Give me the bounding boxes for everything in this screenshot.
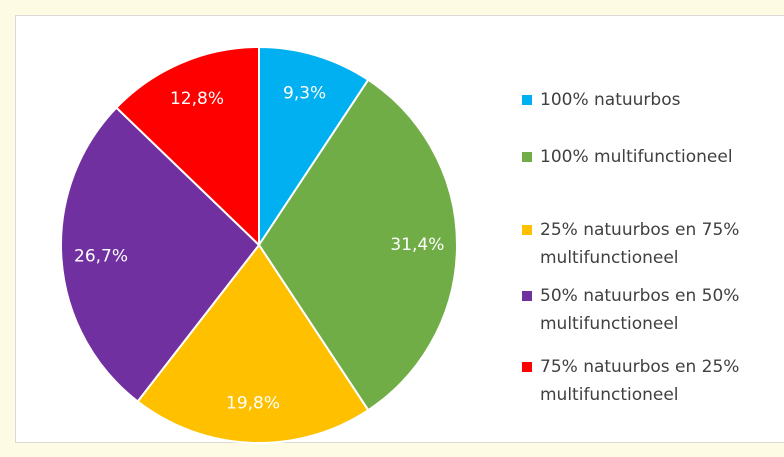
data-label: 12,8% [170,89,224,109]
data-label: 31,4% [390,235,444,255]
pie-slice [258,45,370,249]
pie-slice [60,106,261,403]
legend-swatch [522,291,532,301]
legend-item: 100% multifunctioneel [522,143,784,171]
legend-label: 50% natuurbos en 50% multifunctioneel [540,286,740,334]
legend-item: 100% natuurbos [522,86,784,114]
legend-label: 75% natuurbos en 25% multifunctioneel [540,357,740,405]
pie-slice [136,243,370,444]
legend-item: 25% natuurbos en 75% multifunctioneel [522,216,784,272]
data-label: 26,7% [74,246,128,266]
legend-label: 100% multifunctioneel [540,147,733,167]
data-label: 19,8% [226,393,280,413]
pie-slice [257,78,459,412]
legend-label: 100% natuurbos [540,90,681,110]
legend-item: 75% natuurbos en 25% multifunctioneel [522,353,784,409]
legend-swatch [522,152,532,162]
legend-swatch [522,225,532,235]
legend-swatch [522,362,532,372]
data-label: 9,3% [283,83,326,103]
legend-label: 25% natuurbos en 75% multifunctioneel [540,220,740,268]
legend-swatch [522,95,532,105]
pie-slice [114,45,260,248]
legend-item: 50% natuurbos en 50% multifunctioneel [522,282,784,338]
